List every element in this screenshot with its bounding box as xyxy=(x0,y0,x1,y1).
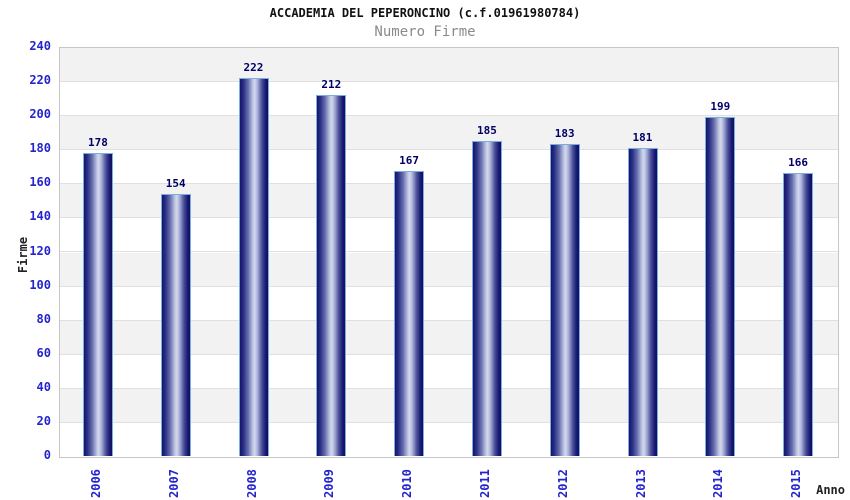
y-tick-label: 80 xyxy=(36,311,51,326)
bar-value-label: 178 xyxy=(87,136,108,149)
chart-title: ACCADEMIA DEL PEPERONCINO (c.f.019619807… xyxy=(269,6,581,20)
bar-value-label: 167 xyxy=(399,154,420,167)
chart-subtitle: Numero Firme xyxy=(374,24,476,40)
y-tick-label: 220 xyxy=(29,73,51,88)
y-tick-label: 60 xyxy=(36,345,51,360)
y-tick-label: 120 xyxy=(29,243,51,258)
bar-value-label: 185 xyxy=(476,124,497,137)
bar-2007 xyxy=(160,194,191,456)
y-tick-label: 160 xyxy=(29,175,51,190)
bar-2009 xyxy=(316,95,347,456)
y-tick-label: 0 xyxy=(43,448,51,462)
bar-2011 xyxy=(471,141,502,456)
y-tick-label: 140 xyxy=(29,209,51,224)
y-tick-label: 100 xyxy=(29,277,51,292)
bar-2012 xyxy=(549,144,580,456)
y-tick-label: 180 xyxy=(29,141,51,156)
x-tick-label: 2015 xyxy=(789,469,804,498)
x-tick-label: 2012 xyxy=(555,469,570,498)
y-axis-label: Firme xyxy=(16,236,30,274)
bar-value-label: 199 xyxy=(710,100,731,113)
x-axis-label: Anno xyxy=(816,483,845,497)
bar-value-label: 181 xyxy=(632,131,653,144)
grid-band xyxy=(60,82,838,117)
bar-2008 xyxy=(238,78,269,456)
bar-2010 xyxy=(394,171,425,456)
bar-2015 xyxy=(783,173,814,456)
bar-value-label: 166 xyxy=(788,156,809,169)
x-tick-label: 2008 xyxy=(244,469,259,498)
x-tick-label: 2011 xyxy=(477,469,492,498)
x-tick-label: 2013 xyxy=(633,469,648,498)
bar-2006 xyxy=(82,153,113,456)
x-tick-label: 2009 xyxy=(322,469,337,498)
y-tick-label: 20 xyxy=(36,413,51,428)
x-tick-label: 2007 xyxy=(166,469,181,498)
x-tick-label: 2010 xyxy=(400,469,415,498)
bar-value-label: 154 xyxy=(165,177,186,190)
y-tick-label: 40 xyxy=(36,379,51,394)
x-tick-label: 2006 xyxy=(88,469,103,498)
bar-value-label: 222 xyxy=(243,61,264,74)
bar-value-label: 212 xyxy=(321,78,342,91)
y-tick-label: 200 xyxy=(29,107,51,122)
y-tick-label: 240 xyxy=(29,39,51,53)
bar-2014 xyxy=(705,117,736,456)
bar-2013 xyxy=(627,148,658,456)
bar-value-label: 183 xyxy=(554,127,575,140)
grid-band xyxy=(60,48,838,83)
x-tick-label: 2014 xyxy=(711,469,726,498)
